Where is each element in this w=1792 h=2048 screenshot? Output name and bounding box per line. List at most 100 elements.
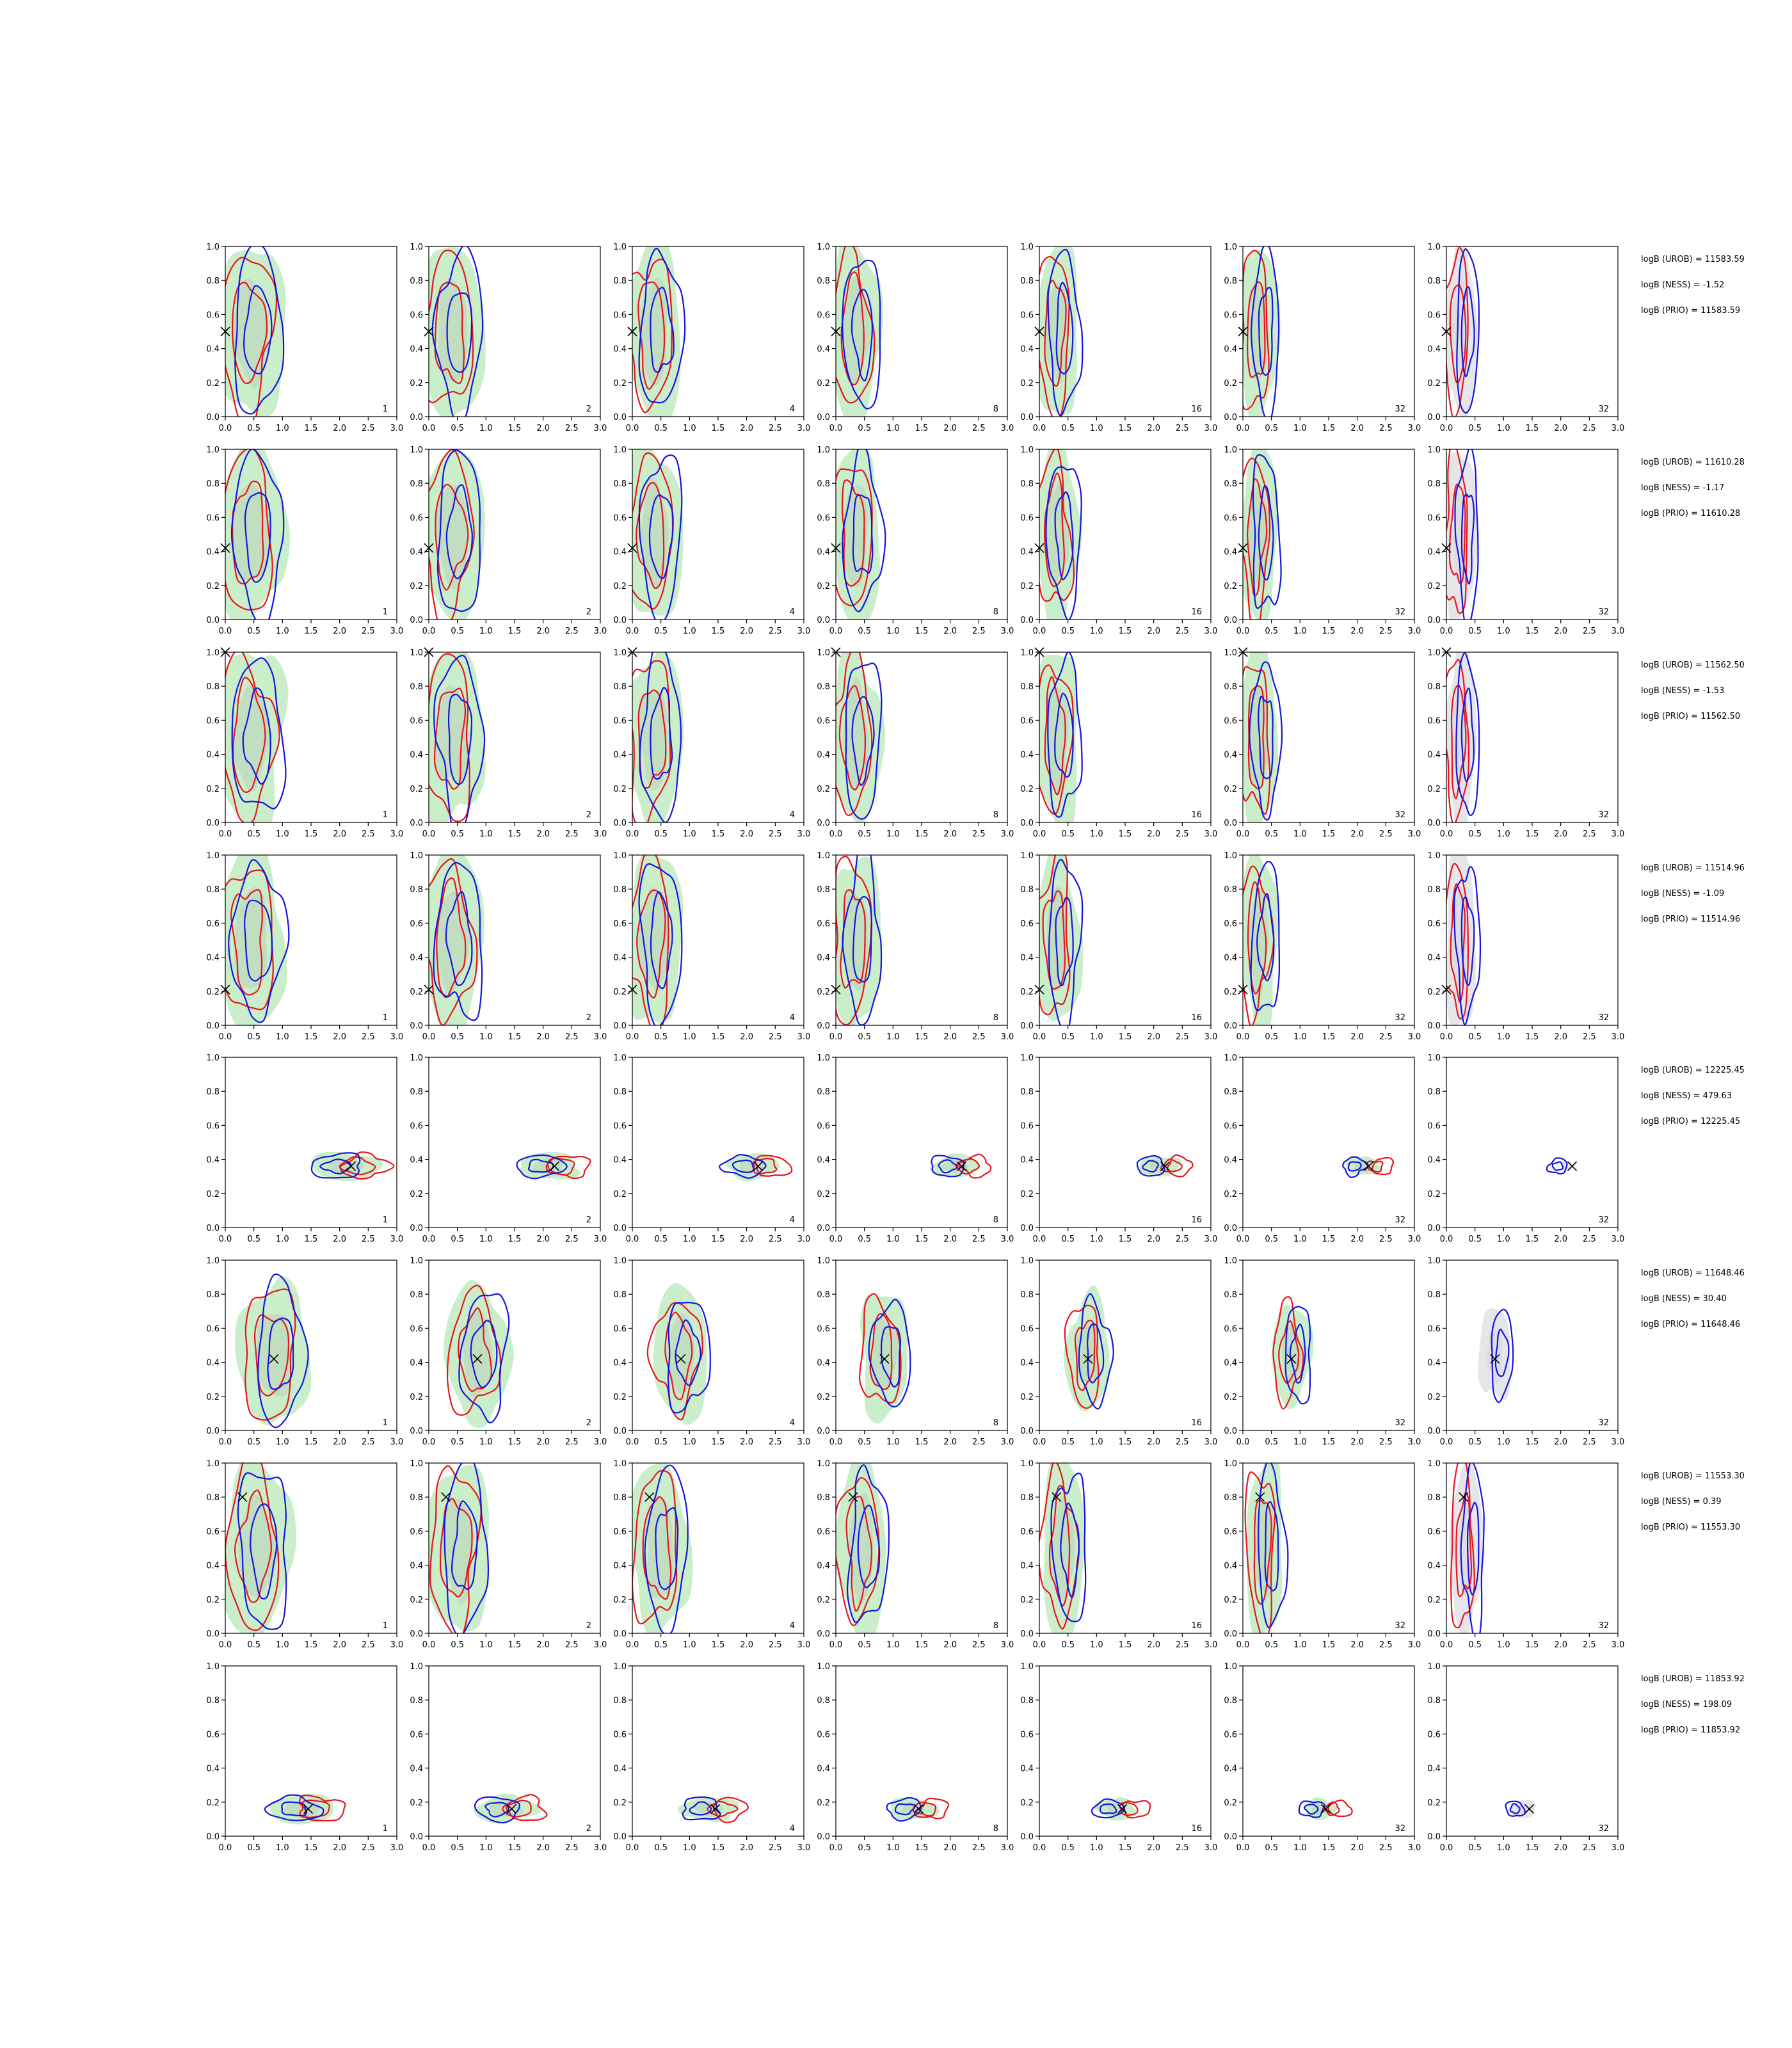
red-contour-outer bbox=[1039, 255, 1070, 417]
x-tick-label: 2.0 bbox=[1147, 1437, 1160, 1447]
red-contour-inner bbox=[1044, 676, 1066, 796]
y-tick-label: 0.4 bbox=[410, 345, 423, 355]
x-tick-label: 2.0 bbox=[1350, 1437, 1364, 1447]
blue-contour-outer bbox=[444, 1463, 489, 1633]
x-tick-label: 0.5 bbox=[858, 829, 871, 839]
x-tick-label: 1.5 bbox=[712, 829, 725, 839]
plot-area bbox=[225, 246, 286, 417]
y-tick-label: 0.4 bbox=[613, 548, 627, 557]
x-tick-label: 0.5 bbox=[654, 1235, 668, 1244]
blue-contour-outer bbox=[1091, 1798, 1126, 1819]
y-tick-label: 0.6 bbox=[817, 919, 830, 929]
x-tick-label: 1.0 bbox=[683, 424, 696, 433]
x-tick-label: 1.0 bbox=[1293, 1437, 1307, 1447]
blue-contour-outer bbox=[1047, 652, 1083, 818]
red-contour-inner bbox=[1278, 1320, 1300, 1384]
y-tick-label: 0.0 bbox=[1020, 1832, 1034, 1842]
x-tick-label: 2.0 bbox=[1350, 1640, 1364, 1650]
x-tick-label: 3.0 bbox=[1204, 1843, 1218, 1853]
x-tick-label: 3.0 bbox=[1204, 1437, 1218, 1447]
panel-r6-c6: 0.0 0.5 1.0 1.5 2.0 2.5 3.0 0.0 0.2 0.4 0.6 0.8 1.0 3… bbox=[1224, 1256, 1421, 1447]
y-tick-label: 1.0 bbox=[1224, 445, 1237, 455]
x-tick-label: 2.5 bbox=[1379, 1843, 1393, 1853]
logb-line-3: logB (PRIO) = 12225.45 bbox=[1641, 1117, 1740, 1126]
x-tick-label: 2.5 bbox=[362, 1843, 375, 1853]
y-tick-label: 0.2 bbox=[206, 1596, 220, 1605]
x-tick-label: 3.0 bbox=[797, 1843, 811, 1853]
x-tick-label: 0.5 bbox=[858, 627, 871, 636]
blue-contour-inner bbox=[446, 292, 473, 373]
y-tick-label: 0.6 bbox=[1020, 1324, 1034, 1334]
panel-number: 32 bbox=[1598, 810, 1609, 820]
plot-area bbox=[632, 449, 684, 620]
x-tick-label: 3.0 bbox=[1408, 424, 1421, 433]
blue-contour-inner bbox=[1055, 282, 1074, 374]
true-value-marker bbox=[1052, 1492, 1062, 1502]
panel-r3-c3: 0.0 0.5 1.0 1.5 2.0 2.5 3.0 0.0 0.2 0.4 0.6 0.8 1.0 4 bbox=[613, 647, 810, 839]
panel-r7-c1: 0.0 0.5 1.0 1.5 2.0 2.5 3.0 0.0 0.2 0.4 0.6 0.8 1.0 1 bbox=[206, 1459, 403, 1650]
red-contour-outer bbox=[1166, 1154, 1194, 1178]
y-tick-label: 0.8 bbox=[1224, 885, 1237, 895]
blue-contour-outer bbox=[668, 1301, 711, 1414]
x-tick-label: 0.5 bbox=[1468, 1032, 1482, 1042]
x-tick-label: 0.0 bbox=[626, 1640, 639, 1650]
plot-area bbox=[225, 449, 291, 620]
y-tick-label: 0.4 bbox=[1224, 1562, 1237, 1571]
x-tick-label: 0.5 bbox=[1468, 424, 1482, 433]
x-tick-label: 3.0 bbox=[1001, 829, 1014, 839]
red-contour-inner bbox=[1246, 478, 1268, 597]
y-tick-label: 0.2 bbox=[1224, 785, 1237, 794]
y-tick-label: 0.6 bbox=[817, 1730, 830, 1740]
red-contour-inner bbox=[1450, 684, 1467, 799]
y-tick-label: 0.4 bbox=[410, 954, 423, 963]
panel-number: 32 bbox=[1598, 1215, 1609, 1225]
y-tick-label: 0.0 bbox=[410, 819, 423, 828]
y-tick-label: 0.8 bbox=[1224, 1696, 1237, 1706]
panel-number: 32 bbox=[1598, 404, 1609, 414]
blue-contour-outer bbox=[842, 259, 881, 410]
y-tick-label: 0.0 bbox=[1427, 1629, 1441, 1639]
logb-line-1: logB (UROB) = 11514.96 bbox=[1641, 863, 1745, 873]
x-tick-label: 0.5 bbox=[247, 627, 260, 636]
y-tick-label: 0.2 bbox=[1224, 1393, 1237, 1402]
x-tick-label: 3.0 bbox=[1204, 1640, 1218, 1650]
panel-number: 32 bbox=[1598, 1824, 1609, 1834]
x-tick-label: 0.0 bbox=[422, 1843, 436, 1853]
y-tick-label: 0.6 bbox=[1427, 1121, 1441, 1131]
y-tick-label: 0.4 bbox=[1020, 1562, 1034, 1571]
red-contour-outer bbox=[836, 1477, 880, 1626]
panel-number: 1 bbox=[383, 1621, 388, 1631]
y-tick-label: 0.8 bbox=[206, 885, 220, 895]
x-tick-label: 2.0 bbox=[536, 627, 550, 636]
x-tick-label: 1.0 bbox=[276, 1235, 289, 1244]
y-tick-label: 1.0 bbox=[1427, 1662, 1441, 1672]
red-contour-inner bbox=[707, 1800, 739, 1818]
x-tick-label: 2.0 bbox=[536, 1640, 550, 1650]
x-tick-label: 2.5 bbox=[769, 627, 782, 636]
x-tick-label: 1.0 bbox=[1293, 627, 1307, 636]
x-tick-label: 2.5 bbox=[1583, 829, 1596, 839]
x-tick-label: 2.5 bbox=[769, 829, 782, 839]
x-tick-label: 1.0 bbox=[886, 829, 900, 839]
y-tick-label: 0.0 bbox=[817, 616, 830, 625]
y-tick-label: 0.6 bbox=[1224, 919, 1237, 929]
blue-contour-inner bbox=[319, 1158, 352, 1174]
x-tick-label: 1.0 bbox=[479, 627, 493, 636]
plot-area bbox=[429, 652, 486, 822]
x-tick-label: 1.5 bbox=[712, 1032, 725, 1042]
red-contour-inner bbox=[232, 480, 264, 585]
y-tick-label: 0.0 bbox=[1020, 1427, 1034, 1436]
blue-contour-inner bbox=[1460, 687, 1475, 783]
y-tick-label: 0.8 bbox=[817, 1493, 830, 1503]
x-tick-label: 2.5 bbox=[565, 1032, 579, 1042]
red-contour-outer bbox=[1243, 666, 1271, 815]
y-tick-label: 0.4 bbox=[817, 1359, 830, 1368]
y-tick-label: 0.4 bbox=[1224, 751, 1237, 760]
panel-r8-c3: 0.0 0.5 1.0 1.5 2.0 2.5 3.0 0.0 0.2 0.4 0.6 0.8 1.0 4 bbox=[613, 1662, 810, 1853]
blue-contour-inner bbox=[1509, 1803, 1521, 1814]
red-contour-outer bbox=[1450, 1463, 1475, 1629]
y-tick-label: 0.6 bbox=[817, 513, 830, 523]
x-tick-label: 2.0 bbox=[943, 424, 957, 433]
y-tick-label: 0.0 bbox=[1020, 413, 1034, 422]
logb-line-2: logB (NESS) = 479.63 bbox=[1641, 1091, 1732, 1101]
